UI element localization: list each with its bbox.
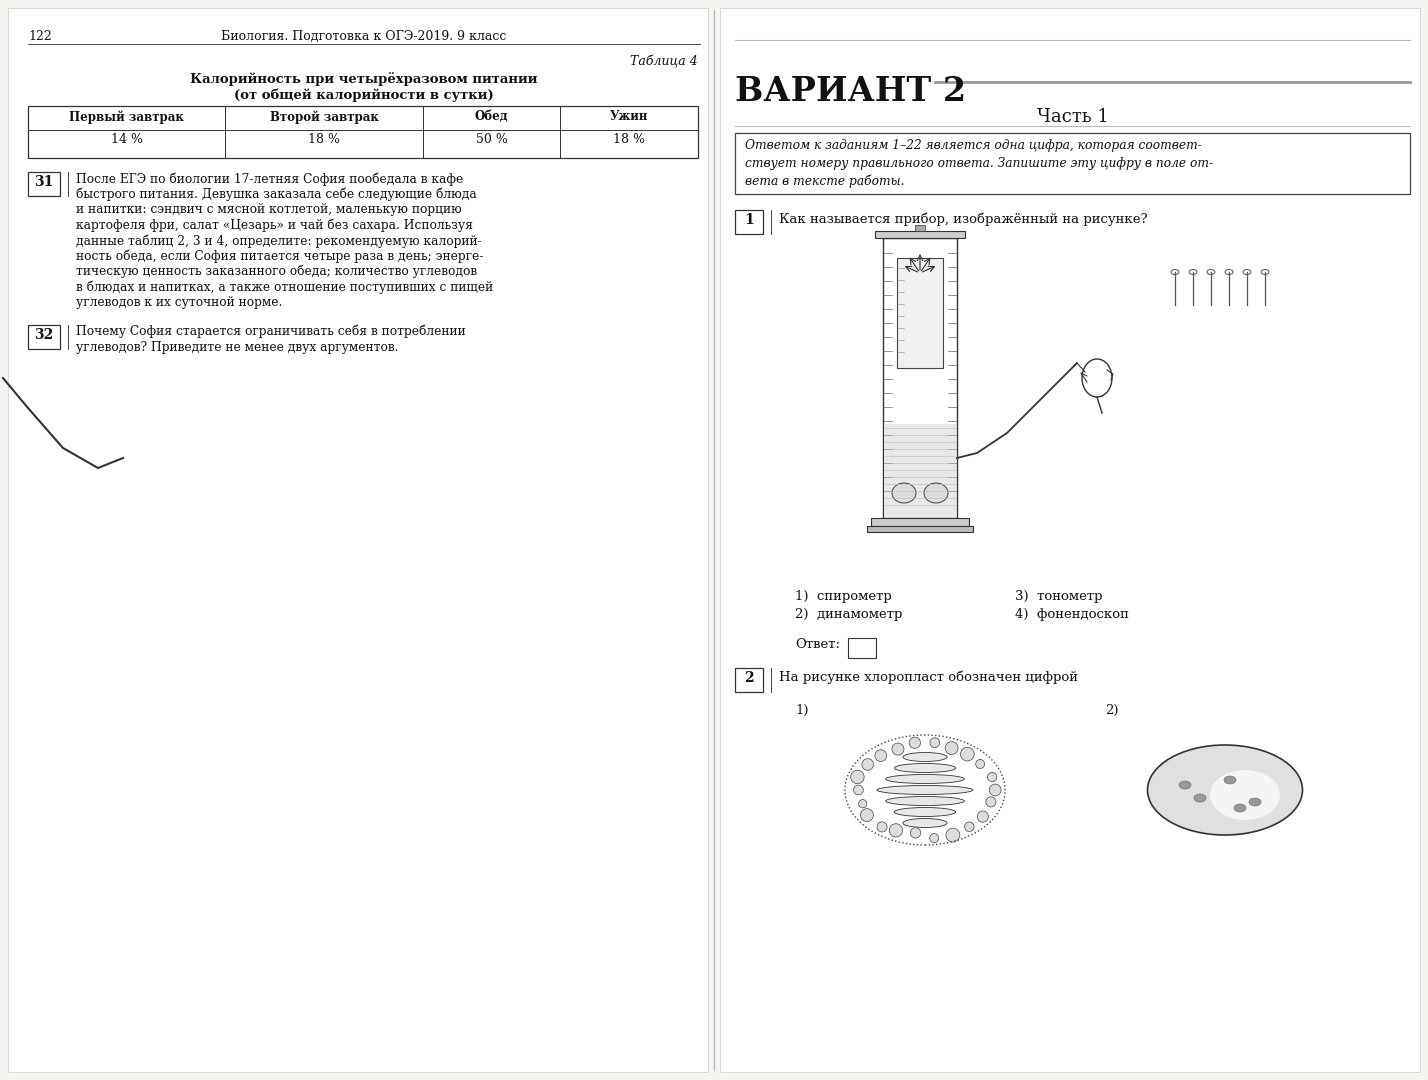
Circle shape bbox=[977, 811, 988, 822]
Circle shape bbox=[875, 750, 887, 761]
Text: (от общей калорийности в сутки): (от общей калорийности в сутки) bbox=[234, 87, 494, 102]
Circle shape bbox=[985, 797, 995, 807]
Text: Второй завтрак: Второй завтрак bbox=[270, 110, 378, 123]
Circle shape bbox=[990, 784, 1001, 796]
Text: Ужин: Ужин bbox=[610, 110, 648, 123]
Text: и напитки: сэндвич с мясной котлетой, маленькую порцию: и напитки: сэндвич с мясной котлетой, ма… bbox=[76, 203, 461, 216]
Text: тическую ценность заказанного обеда; количество углеводов: тическую ценность заказанного обеда; кол… bbox=[76, 265, 477, 279]
Circle shape bbox=[861, 809, 874, 822]
Bar bbox=[884, 424, 955, 517]
Bar bbox=[29, 325, 60, 349]
Ellipse shape bbox=[892, 483, 915, 503]
Bar bbox=[720, 8, 1419, 1072]
Circle shape bbox=[930, 738, 940, 747]
Text: 31: 31 bbox=[34, 175, 54, 189]
Text: 1): 1) bbox=[795, 704, 808, 717]
Circle shape bbox=[988, 772, 997, 782]
Ellipse shape bbox=[885, 797, 964, 806]
Ellipse shape bbox=[877, 785, 972, 795]
Ellipse shape bbox=[1234, 804, 1247, 812]
Text: 4)  фонендоскоп: 4) фонендоскоп bbox=[1015, 608, 1130, 621]
Text: ВАРИАНТ 2: ВАРИАНТ 2 bbox=[735, 75, 967, 108]
Bar bbox=[735, 133, 1409, 194]
Text: Обед: Обед bbox=[476, 110, 508, 123]
Bar bbox=[867, 526, 972, 532]
Text: вета в тексте работы.: вета в тексте работы. bbox=[745, 175, 904, 189]
Circle shape bbox=[910, 738, 921, 748]
Text: 2)  динамометр: 2) динамометр bbox=[795, 608, 902, 621]
Text: 1: 1 bbox=[744, 213, 754, 227]
Ellipse shape bbox=[1180, 781, 1191, 789]
Bar bbox=[29, 172, 60, 195]
Ellipse shape bbox=[894, 808, 955, 816]
Ellipse shape bbox=[1148, 745, 1302, 835]
Bar bbox=[735, 210, 763, 234]
Text: 122: 122 bbox=[29, 30, 51, 43]
Text: 32: 32 bbox=[34, 328, 54, 342]
Circle shape bbox=[851, 770, 864, 784]
Bar bbox=[915, 225, 925, 231]
Ellipse shape bbox=[924, 483, 948, 503]
Text: данные таблиц 2, 3 и 4, определите: рекомендуемую калорий-: данные таблиц 2, 3 и 4, определите: реко… bbox=[76, 234, 481, 247]
Text: Первый завтрак: Первый завтрак bbox=[70, 110, 184, 123]
Circle shape bbox=[877, 822, 887, 832]
Circle shape bbox=[863, 758, 874, 770]
Text: На рисунке хлоропласт обозначен цифрой: На рисунке хлоропласт обозначен цифрой bbox=[780, 671, 1078, 685]
Text: 1)  спирометр: 1) спирометр bbox=[795, 590, 891, 603]
Text: картофеля фри, салат «Цезарь» и чай без сахара. Используя: картофеля фри, салат «Цезарь» и чай без … bbox=[76, 218, 473, 232]
Circle shape bbox=[945, 828, 960, 842]
Circle shape bbox=[945, 742, 958, 755]
Text: в блюдах и напитках, а также отношение поступивших с пищей: в блюдах и напитках, а также отношение п… bbox=[76, 281, 493, 294]
Bar bbox=[875, 231, 965, 238]
Text: Почему София старается ограничивать себя в потреблении: Почему София старается ограничивать себя… bbox=[76, 325, 466, 338]
Bar bbox=[848, 638, 875, 658]
Bar bbox=[897, 258, 942, 368]
Text: 14 %: 14 % bbox=[111, 133, 143, 146]
Circle shape bbox=[975, 759, 985, 769]
Text: Биология. Подготовка к ОГЭ-2019. 9 класс: Биология. Подготовка к ОГЭ-2019. 9 класс bbox=[221, 30, 507, 43]
Text: углеводов к их суточной норме.: углеводов к их суточной норме. bbox=[76, 296, 283, 309]
Text: 2: 2 bbox=[744, 671, 754, 685]
Text: ствует номеру правильного ответа. Запишите эту цифру в поле от-: ствует номеру правильного ответа. Запиши… bbox=[745, 157, 1214, 170]
Ellipse shape bbox=[1224, 777, 1237, 784]
Text: Калорийность при четырёхразовом питании: Калорийность при четырёхразовом питании bbox=[190, 72, 538, 86]
Text: 18 %: 18 % bbox=[308, 133, 340, 146]
Text: Ответ:: Ответ: bbox=[795, 638, 840, 651]
Text: 3)  тонометр: 3) тонометр bbox=[1015, 590, 1102, 603]
Circle shape bbox=[961, 747, 974, 761]
Circle shape bbox=[930, 834, 938, 842]
Text: 50 %: 50 % bbox=[476, 133, 507, 146]
Circle shape bbox=[854, 785, 864, 795]
Circle shape bbox=[910, 827, 921, 838]
Circle shape bbox=[890, 824, 902, 837]
Circle shape bbox=[892, 743, 904, 755]
Text: углеводов? Приведите не менее двух аргументов.: углеводов? Приведите не менее двух аргум… bbox=[76, 340, 398, 353]
Text: Как называется прибор, изображённый на рисунке?: Как называется прибор, изображённый на р… bbox=[780, 213, 1148, 227]
Ellipse shape bbox=[885, 774, 964, 783]
Ellipse shape bbox=[1194, 794, 1207, 802]
Ellipse shape bbox=[1210, 770, 1279, 820]
Bar bbox=[871, 518, 970, 526]
Text: быстрого питания. Девушка заказала себе следующие блюда: быстрого питания. Девушка заказала себе … bbox=[76, 188, 477, 201]
Text: 2): 2) bbox=[1105, 704, 1118, 717]
Text: 18 %: 18 % bbox=[613, 133, 645, 146]
Circle shape bbox=[858, 799, 867, 808]
Text: Ответом к заданиям 1–22 является одна цифра, которая соответ-: Ответом к заданиям 1–22 является одна ци… bbox=[745, 139, 1202, 152]
Bar bbox=[29, 106, 698, 158]
Ellipse shape bbox=[902, 753, 947, 761]
Text: Таблица 4: Таблица 4 bbox=[630, 55, 698, 68]
Bar bbox=[883, 238, 957, 518]
Ellipse shape bbox=[902, 819, 947, 827]
Ellipse shape bbox=[894, 764, 955, 772]
Circle shape bbox=[964, 822, 974, 832]
Text: ность обеда, если София питается четыре раза в день; энерге-: ность обеда, если София питается четыре … bbox=[76, 249, 483, 264]
Bar bbox=[735, 669, 763, 692]
Ellipse shape bbox=[1250, 798, 1261, 806]
Text: После ЕГЭ по биологии 17-летняя София пообедала в кафе: После ЕГЭ по биологии 17-летняя София по… bbox=[76, 172, 463, 186]
Text: Часть 1: Часть 1 bbox=[1037, 108, 1108, 126]
Bar bbox=[9, 8, 708, 1072]
